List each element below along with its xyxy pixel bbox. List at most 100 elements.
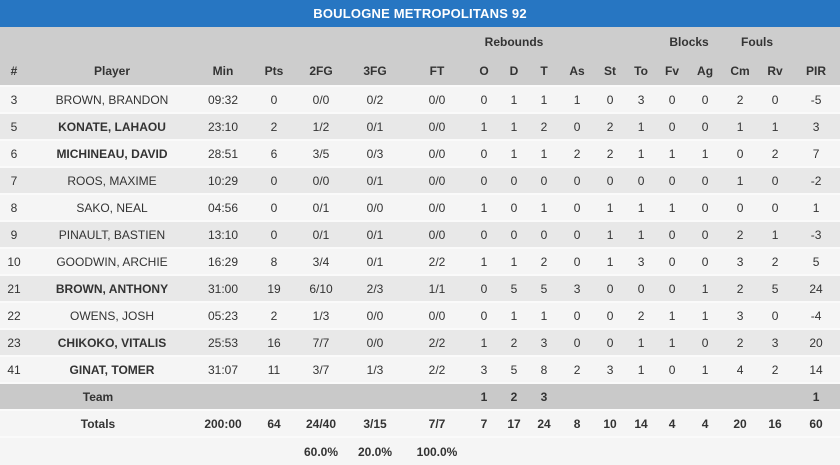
- cell-fg3: 2/3: [366, 281, 384, 296]
- cell-ft: 0/0: [428, 146, 446, 161]
- cell-def-reb: 0: [510, 200, 518, 215]
- cell-off-reb: 7: [480, 416, 488, 431]
- player-rows: 3 BROWN, BRANDON 09:32 0 0/0 0/2 0/0 0 1 1 1 0 3 0 0 2 0…: [0, 86, 840, 383]
- player-row: 7 ROOS, MAXIME 10:29 0 0/0 0/1 0/0 0 0 0 0 0 0 0 0 1 0 -2: [0, 167, 840, 194]
- cell-assists: 0: [573, 227, 581, 242]
- cell-fouls-committed: 0: [736, 200, 744, 215]
- cell-tot-reb: 5: [540, 281, 548, 296]
- cell-fouls-received: 2: [771, 362, 779, 377]
- group-header-fouls: Fouls: [741, 35, 774, 49]
- cell-fouls-committed: 2: [736, 281, 744, 296]
- cell-steals: 0: [606, 173, 614, 188]
- cell-number: 3: [10, 92, 18, 107]
- cell-fouls-received: 0: [771, 200, 779, 215]
- cell-turnovers: 1: [637, 362, 645, 377]
- team-row-label: Team: [82, 389, 114, 404]
- cell-ft: 0/0: [428, 227, 446, 242]
- player-row: 23 CHIKOKO, VITALIS 25:53 16 7/7 0/0 2/2 1 2 3 0 0 1…: [0, 329, 840, 356]
- cell-blocks-against: 0: [701, 92, 709, 107]
- cell-blocks-against: 1: [701, 146, 709, 161]
- cell-fouls-received: 1: [771, 119, 779, 134]
- cell-name: OWENS, JOSH: [69, 308, 154, 323]
- cell-off-reb: 1: [480, 335, 488, 350]
- cell-off-reb: 0: [480, 227, 488, 242]
- cell-fg3: 0/2: [366, 92, 384, 107]
- cell-fg3: 0/1: [366, 119, 384, 134]
- cell-fg3: 0/0: [366, 308, 384, 323]
- cell-min: 28:51: [207, 146, 239, 161]
- cell-fouls-received: [758, 383, 792, 410]
- cell-ft: 2/2: [428, 362, 446, 377]
- shooting-percentages-row: 60.0% 20.0% 100.0%: [0, 437, 840, 465]
- cell-fouls-committed: [722, 383, 758, 410]
- col-header-def-reb: D: [509, 64, 519, 78]
- cell-tot-reb: 3: [540, 335, 548, 350]
- cell-name: ROOS, MAXIME: [67, 173, 157, 188]
- cell-pir: -2: [810, 173, 822, 188]
- cell-fg3: 0/0: [366, 335, 384, 350]
- cell-ft: [406, 383, 468, 410]
- cell-pts: 64: [267, 416, 281, 431]
- cell-fg2: 6/10: [309, 281, 333, 296]
- cell-min: 25:53: [207, 335, 239, 350]
- cell-number: 8: [10, 200, 18, 215]
- cell-off-reb: 0: [480, 308, 488, 323]
- col-header-blocks-against: Ag: [697, 64, 714, 78]
- group-header-blocks: Blocks: [669, 35, 709, 49]
- cell-steals: 0: [606, 335, 614, 350]
- cell-tot-reb: 1: [540, 308, 548, 323]
- cell-def-reb: 1: [510, 146, 518, 161]
- cell-turnovers: [626, 383, 656, 410]
- player-row: 9 PINAULT, BASTIEN 13:10 0 0/1 0/1 0/0 0 0 0 0 1 1 0 0…: [0, 221, 840, 248]
- cell-fouls-received: 0: [771, 92, 779, 107]
- cell-def-reb: 2: [510, 389, 518, 404]
- cell-fouls-committed: 20: [733, 416, 747, 431]
- cell-turnovers: 1: [637, 200, 645, 215]
- cell-number: 5: [10, 119, 18, 134]
- cell-off-reb: 0: [480, 281, 488, 296]
- cell-pir: 14: [809, 362, 823, 377]
- cell-def-reb: 17: [507, 416, 521, 431]
- cell-turnovers: 1: [637, 146, 645, 161]
- cell-blocks-for: 1: [668, 200, 676, 215]
- cell-fouls-committed: 3: [736, 254, 744, 269]
- cell-turnovers: 1: [637, 227, 645, 242]
- cell-ft: 0/0: [428, 308, 446, 323]
- cell-fg3: 0/3: [366, 146, 384, 161]
- cell-name: CHIKOKO, VITALIS: [57, 335, 167, 350]
- cell-ft: 2/2: [428, 254, 446, 269]
- cell-off-reb: 0: [480, 146, 488, 161]
- cell-fg2: 24/40: [305, 416, 337, 431]
- cell-off-reb: 0: [480, 173, 488, 188]
- cell-off-reb: 1: [480, 200, 488, 215]
- col-header-turnovers: To: [634, 64, 648, 78]
- cell-min: [196, 383, 250, 410]
- cell-pir: 24: [809, 281, 823, 296]
- cell-fouls-received: 5: [771, 281, 779, 296]
- group-header-spacer: [792, 27, 840, 57]
- cell-fouls-received: 3: [771, 335, 779, 350]
- cell-steals: 0: [606, 308, 614, 323]
- cell-assists: 0: [573, 308, 581, 323]
- cell-name: GOODWIN, ARCHIE: [56, 254, 168, 269]
- player-row: 21 BROWN, ANTHONY 31:00 19 6/10 2/3 1/1 0 5 5 3 0 0 0…: [0, 275, 840, 302]
- cell-fouls-received: 2: [771, 146, 779, 161]
- cell-pts: 0: [270, 200, 278, 215]
- cell-steals: 1: [606, 200, 614, 215]
- cell-name: BROWN, ANTHONY: [55, 281, 169, 296]
- cell-fouls-committed: 2: [736, 227, 744, 242]
- cell-blocks-against: [688, 383, 722, 410]
- cell-fg2: 0/0: [312, 173, 330, 188]
- cell-number: 10: [7, 254, 21, 269]
- cell-fouls-committed: 2: [736, 92, 744, 107]
- cell-tot-reb: 0: [540, 173, 548, 188]
- cell-blocks-for: 0: [668, 119, 676, 134]
- cell-blocks-for: 1: [668, 146, 676, 161]
- cell-assists: 0: [573, 173, 581, 188]
- player-row: 22 OWENS, JOSH 05:23 2 1/3 0/0 0/0 0 1 1 0 0 2 1 1 3 0 -4: [0, 302, 840, 329]
- player-row: 10 GOODWIN, ARCHIE 16:29 8 3/4 0/1 2/2 1 1 2 0 1 3 0 0…: [0, 248, 840, 275]
- cell-fg3: [344, 383, 406, 410]
- column-header-row: # Player Min Pts 2FG 3FG FT O D T As St …: [0, 57, 840, 86]
- cell-blocks-for: 0: [668, 173, 676, 188]
